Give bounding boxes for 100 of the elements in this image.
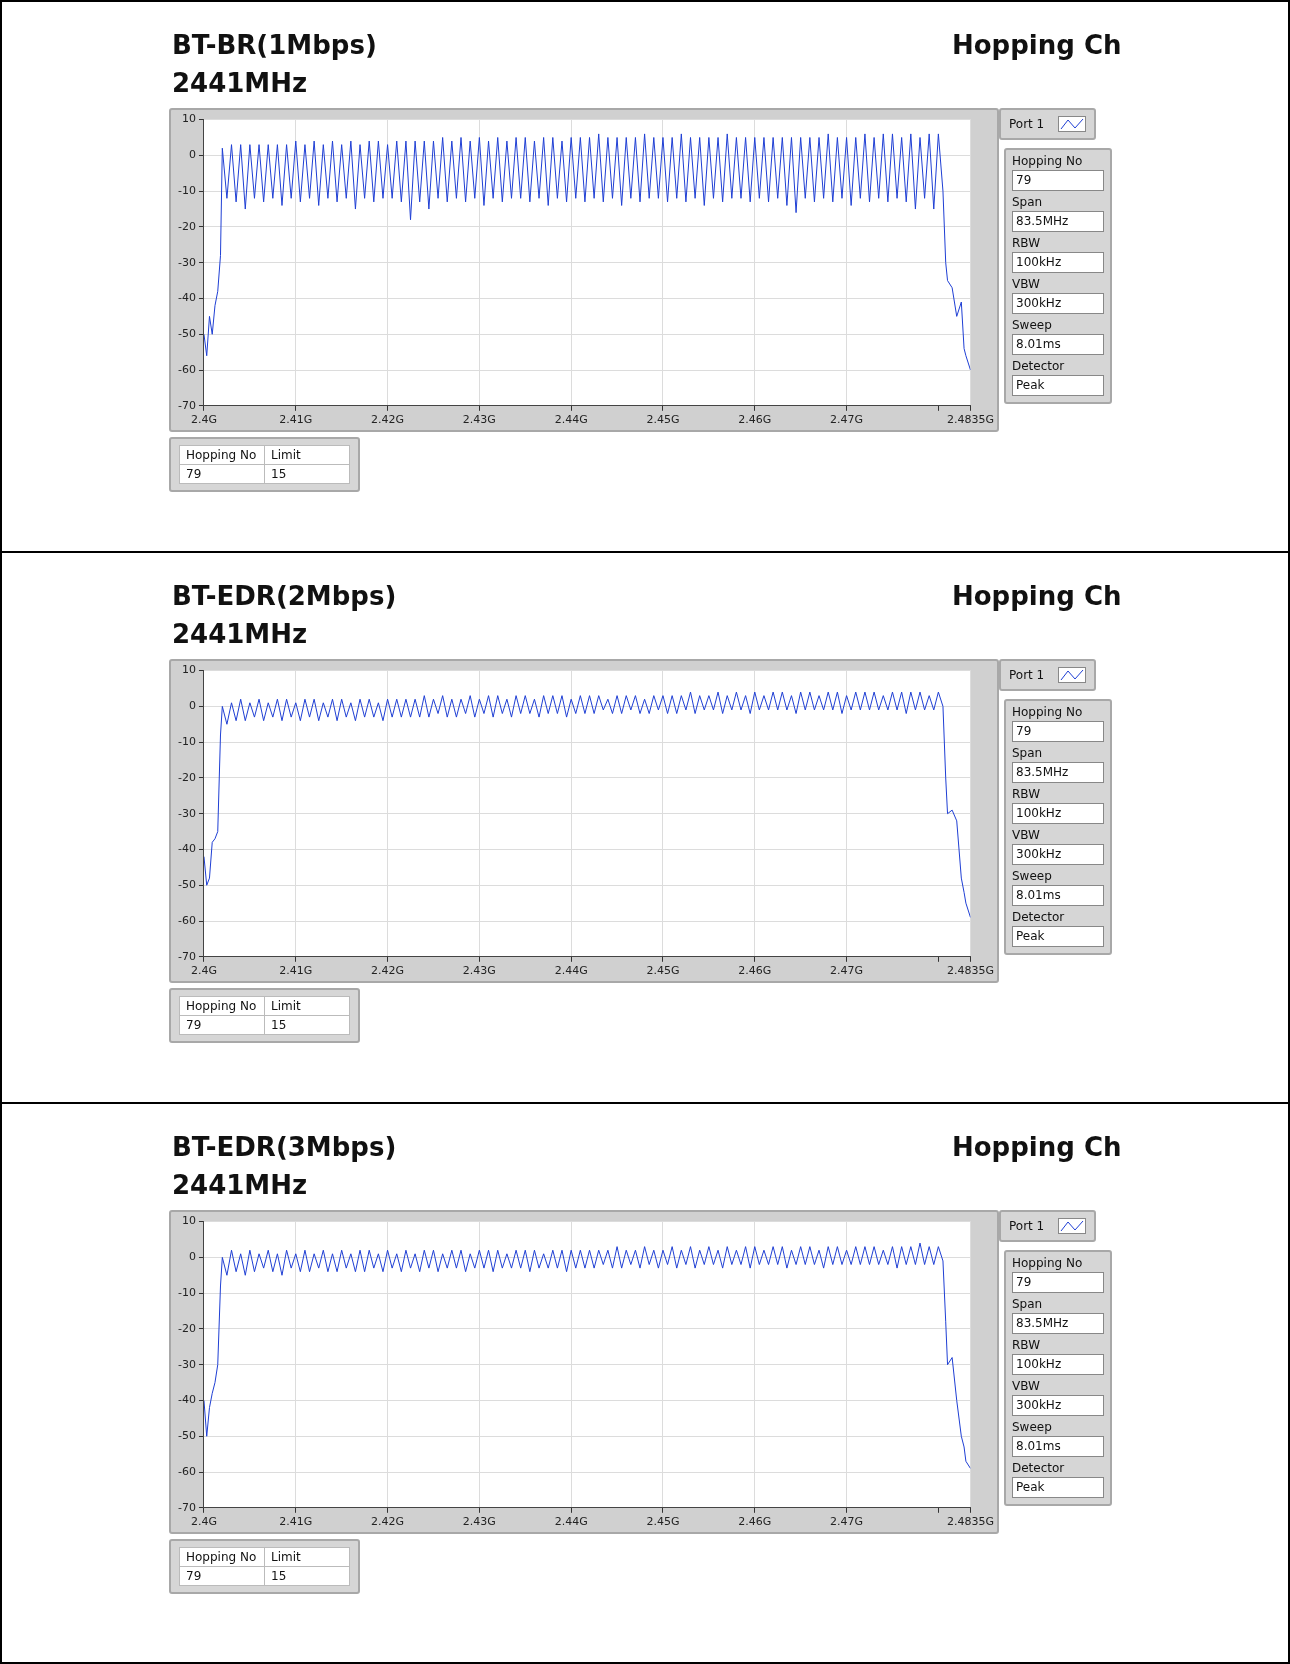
x-tick-label: 2.4835G xyxy=(946,964,994,978)
y-tick-label: 0 xyxy=(188,148,196,162)
text: 15 xyxy=(264,1566,350,1586)
x-tick-label: 2.4835G xyxy=(946,413,994,427)
x-tick-label: 2.42G xyxy=(371,1515,405,1529)
x-tick-label: 2.41G xyxy=(279,964,313,978)
y-tick-label: -50 xyxy=(178,1429,196,1443)
text: Sweep xyxy=(1012,1420,1053,1434)
x-tick-label: 2.4835G xyxy=(946,1515,994,1529)
y-tick-label: -70 xyxy=(178,949,196,963)
y-tick-label: -10 xyxy=(178,184,196,198)
x-tick-label: 2.44G xyxy=(554,964,588,978)
text: 8.01ms xyxy=(1012,1436,1104,1457)
text: Detector xyxy=(1012,359,1066,373)
x-tick-label: 2.43G xyxy=(462,964,496,978)
text: 15 xyxy=(264,1015,350,1035)
y-tick-label: -50 xyxy=(178,327,196,341)
x-tick-label: 2.47G xyxy=(830,413,864,427)
text: 79 xyxy=(1012,170,1104,191)
text: Limit xyxy=(264,996,350,1016)
text: 300kHz xyxy=(1012,1395,1104,1416)
text: Hopping No xyxy=(179,996,265,1016)
x-tick-label: 2.45G xyxy=(646,1515,680,1529)
text: Hopping No xyxy=(179,1547,265,1567)
text: Limit xyxy=(264,445,350,465)
y-tick-label: -20 xyxy=(178,219,196,233)
text: Span xyxy=(1012,746,1044,760)
y-tick-label: -50 xyxy=(178,878,196,892)
chart-subtitle: 2441MHz xyxy=(172,68,308,98)
x-tick-label: 2.43G xyxy=(462,413,496,427)
y-tick-label: -20 xyxy=(178,770,196,784)
text: 79 xyxy=(179,1015,265,1035)
x-tick-label: 2.45G xyxy=(646,964,680,978)
y-tick-label: -40 xyxy=(178,1393,196,1407)
x-tick-label: 2.43G xyxy=(462,1515,496,1529)
text: 83.5MHz xyxy=(1012,211,1104,232)
text: Hopping Ch xyxy=(952,30,1122,60)
y-tick-label: -60 xyxy=(178,362,196,376)
text: 100kHz xyxy=(1012,803,1104,824)
text: RBW xyxy=(1012,1338,1041,1352)
text: Sweep xyxy=(1012,318,1053,332)
x-tick-label: 2.4G xyxy=(190,413,217,427)
text: RBW xyxy=(1012,787,1041,801)
text: 100kHz xyxy=(1012,1354,1104,1375)
text: Hopping No xyxy=(1012,154,1084,168)
y-tick-label: -30 xyxy=(178,255,196,269)
chart-title: BT-EDR(2Mbps) xyxy=(172,581,397,611)
text: 79 xyxy=(179,464,265,484)
chart-title: BT-EDR(3Mbps) xyxy=(172,1132,397,1162)
x-tick-label: 2.44G xyxy=(554,413,588,427)
chart-subtitle: 2441MHz xyxy=(172,1170,308,1200)
text: 79 xyxy=(179,1566,265,1586)
text: Limit xyxy=(264,1547,350,1567)
text: 79 xyxy=(1012,1272,1104,1293)
y-tick-label: -70 xyxy=(178,398,196,412)
y-tick-label: 10 xyxy=(181,663,196,677)
text: VBW xyxy=(1012,277,1041,291)
x-tick-label: 2.47G xyxy=(830,1515,864,1529)
text: Span xyxy=(1012,1297,1044,1311)
y-tick-label: -10 xyxy=(178,1286,196,1300)
text: Sweep xyxy=(1012,869,1053,883)
legend-label: Port 1 xyxy=(1009,668,1045,682)
x-tick-label: 2.45G xyxy=(646,413,680,427)
y-tick-label: 0 xyxy=(188,699,196,713)
x-tick-label: 2.42G xyxy=(371,964,405,978)
text: 300kHz xyxy=(1012,844,1104,865)
text: Hopping No xyxy=(1012,705,1084,719)
text: 79 xyxy=(1012,721,1104,742)
text: 8.01ms xyxy=(1012,885,1104,906)
x-tick-label: 2.46G xyxy=(738,413,772,427)
y-tick-label: -40 xyxy=(178,842,196,856)
x-tick-label: 2.47G xyxy=(830,964,864,978)
text: Hopping Ch xyxy=(952,581,1122,611)
text: VBW xyxy=(1012,1379,1041,1393)
y-tick-label: 0 xyxy=(188,1250,196,1264)
y-tick-label: -70 xyxy=(178,1500,196,1514)
text: Peak xyxy=(1012,926,1104,947)
x-tick-label: 2.4G xyxy=(190,1515,217,1529)
text: 15 xyxy=(264,464,350,484)
text: 8.01ms xyxy=(1012,334,1104,355)
text: Peak xyxy=(1012,375,1104,396)
y-tick-label: -10 xyxy=(178,735,196,749)
chart-subtitle: 2441MHz xyxy=(172,619,308,649)
x-tick-label: 2.41G xyxy=(279,413,313,427)
text: RBW xyxy=(1012,236,1041,250)
x-tick-label: 2.41G xyxy=(279,1515,313,1529)
x-tick-label: 2.46G xyxy=(738,1515,772,1529)
text: VBW xyxy=(1012,828,1041,842)
text: Detector xyxy=(1012,1461,1066,1475)
y-tick-label: 10 xyxy=(181,112,196,126)
text: Hopping No xyxy=(1012,1256,1084,1270)
x-tick-label: 2.4G xyxy=(190,964,217,978)
legend-label: Port 1 xyxy=(1009,1219,1045,1233)
x-tick-label: 2.44G xyxy=(554,1515,588,1529)
y-tick-label: -20 xyxy=(178,1321,196,1335)
text: 83.5MHz xyxy=(1012,762,1104,783)
chart-title: BT-BR(1Mbps) xyxy=(172,30,377,60)
y-tick-label: -40 xyxy=(178,291,196,305)
text: 300kHz xyxy=(1012,293,1104,314)
text: 83.5MHz xyxy=(1012,1313,1104,1334)
